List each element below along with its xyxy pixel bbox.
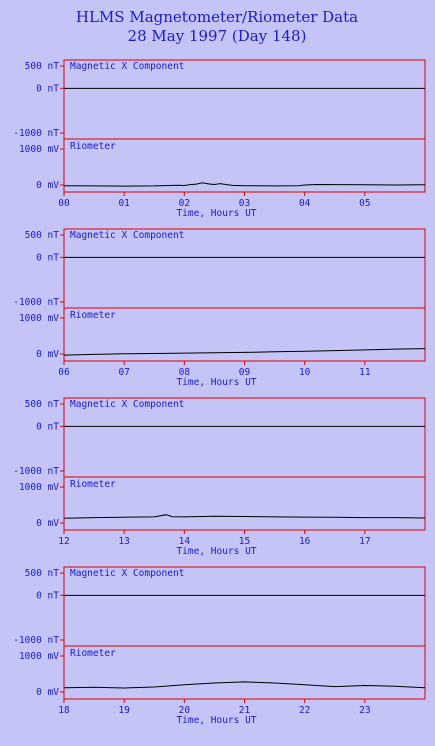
chart-subtitle: 28 May 1997 (Day 148) <box>128 27 307 45</box>
rio-panel-label: Riometer <box>70 310 116 321</box>
x-tick-label: 07 <box>118 367 129 378</box>
rio-ytick-label: 1000 mV <box>19 482 59 493</box>
x-tick-label: 09 <box>239 367 251 378</box>
rio-ytick-label: 0 mV <box>36 518 59 529</box>
x-axis-label: Time, Hours UT <box>176 715 256 726</box>
rio-panel-label: Riometer <box>70 141 116 152</box>
x-tick-label: 13 <box>118 536 129 547</box>
mag-panel-label: Magnetic X Component <box>70 399 184 410</box>
x-tick-label: 02 <box>179 198 190 209</box>
mag-ytick-label: 500 nT <box>25 399 60 410</box>
x-tick-label: 20 <box>179 705 191 716</box>
rio-ytick-label: 0 mV <box>36 687 59 698</box>
x-tick-label: 03 <box>239 198 250 209</box>
x-tick-label: 05 <box>359 198 370 209</box>
rio-ytick-label: 1000 mV <box>19 144 59 155</box>
rio-panel-label: Riometer <box>70 648 116 659</box>
x-tick-label: 14 <box>179 536 191 547</box>
chart-title: HLMS Magnetometer/Riometer Data <box>76 8 358 26</box>
rio-trace <box>63 348 426 356</box>
mag-ytick-label: -1000 nT <box>13 128 59 139</box>
mag-panel-label: Magnetic X Component <box>70 61 184 72</box>
x-tick-label: 11 <box>359 367 371 378</box>
x-tick-label: 00 <box>58 198 70 209</box>
rio-panel-label: Riometer <box>70 479 116 490</box>
x-tick-label: 01 <box>118 198 130 209</box>
rio-panel-frame <box>63 307 426 362</box>
mag-ytick-label: -1000 nT <box>13 466 59 477</box>
rio-ytick-label: 0 mV <box>36 349 59 360</box>
x-axis-label: Time, Hours UT <box>176 377 256 388</box>
x-axis-label: Time, Hours UT <box>176 546 256 557</box>
rio-panel-frame <box>63 138 426 193</box>
x-tick-label: 06 <box>58 367 70 378</box>
mag-ytick-label: 500 nT <box>25 568 60 579</box>
x-tick-label: 17 <box>359 536 370 547</box>
mag-ytick-label: 0 nT <box>36 252 59 263</box>
rio-trace <box>63 182 426 187</box>
x-tick-label: 22 <box>299 705 310 716</box>
x-tick-label: 23 <box>359 705 370 716</box>
mag-ytick-label: 0 nT <box>36 590 59 601</box>
rio-ytick-label: 0 mV <box>36 180 59 191</box>
x-tick-label: 18 <box>58 705 70 716</box>
panels-group: Magnetic X Component 500 nT 0 nT -1000 nT Ri… <box>13 59 426 726</box>
x-tick-label: 19 <box>118 705 130 716</box>
mag-ytick-label: 0 nT <box>36 83 59 94</box>
rio-trace <box>63 514 426 519</box>
rio-ytick-label: 1000 mV <box>19 313 59 324</box>
x-axis-label: Time, Hours UT <box>176 208 256 219</box>
rio-trace <box>63 681 426 689</box>
mag-ytick-label: 0 nT <box>36 421 59 432</box>
x-tick-label: 21 <box>239 705 251 716</box>
x-tick-label: 15 <box>239 536 250 547</box>
mag-panel-label: Magnetic X Component <box>70 230 184 241</box>
mag-panel-label: Magnetic X Component <box>70 568 184 579</box>
mag-ytick-label: 500 nT <box>25 230 60 241</box>
x-tick-label: 04 <box>299 198 311 209</box>
rio-panel-frame <box>63 476 426 531</box>
x-tick-label: 10 <box>299 367 311 378</box>
x-tick-label: 08 <box>179 367 191 378</box>
mag-ytick-label: -1000 nT <box>13 635 59 646</box>
rio-ytick-label: 1000 mV <box>19 651 59 662</box>
rio-panel-frame <box>63 645 426 700</box>
x-tick-label: 16 <box>299 536 311 547</box>
mag-ytick-label: -1000 nT <box>13 297 59 308</box>
mag-ytick-label: 500 nT <box>25 61 60 72</box>
x-tick-label: 12 <box>58 536 69 547</box>
